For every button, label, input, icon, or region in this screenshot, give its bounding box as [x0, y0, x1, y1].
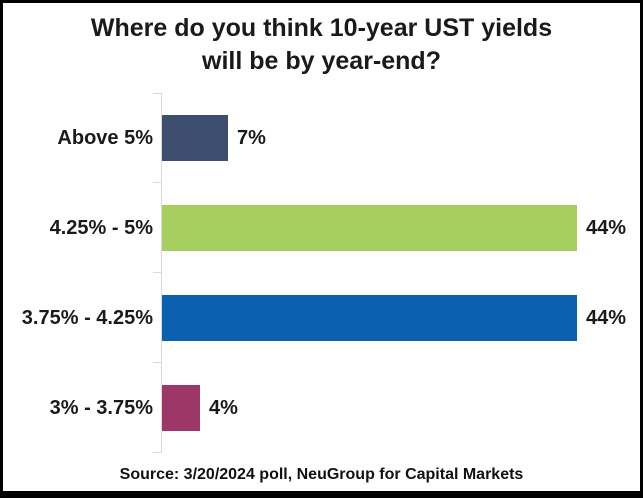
axis-tick [153, 182, 161, 183]
axis-tick [153, 93, 161, 94]
chart-title-line1: Where do you think 10-year UST yields [90, 14, 553, 42]
bar-row: 3.75% - 4.25% 44% [3, 273, 640, 363]
category-label: Above 5% [57, 126, 153, 149]
bar-3-375 [162, 385, 200, 431]
value-label: 7% [237, 126, 266, 149]
bar-row: 4.25% - 5% 44% [3, 183, 640, 273]
bar-row: Above 5% 7% [3, 93, 640, 183]
axis-tick [153, 362, 161, 363]
category-label: 3% - 3.75% [49, 396, 153, 419]
chart-title: Where do you think 10-year UST yields wi… [3, 12, 640, 78]
y-axis-line [161, 93, 162, 453]
category-label: 4.25% - 5% [49, 216, 153, 239]
bar-row: 3% - 3.75% 4% [3, 363, 640, 453]
bottom-strip [3, 491, 640, 495]
value-label: 4% [209, 396, 238, 419]
bar-above-5 [162, 115, 228, 161]
chart-title-line2: will be by year-end? [202, 47, 441, 75]
bar-rows: Above 5% 7% 4.25% - 5% 44% 3.75% - 4.25%… [3, 93, 640, 453]
source-caption: Source: 3/20/2024 poll, NeuGroup for Cap… [119, 466, 524, 483]
bar-375-425 [162, 295, 577, 341]
value-label: 44% [586, 216, 627, 239]
bar-425-5 [162, 205, 577, 251]
bar-chart: Above 5% 7% 4.25% - 5% 44% 3.75% - 4.25%… [3, 93, 640, 453]
category-label: 3.75% - 4.25% [21, 306, 153, 329]
axis-tick [153, 272, 161, 273]
value-label: 44% [586, 306, 627, 329]
axis-tick [153, 452, 161, 453]
